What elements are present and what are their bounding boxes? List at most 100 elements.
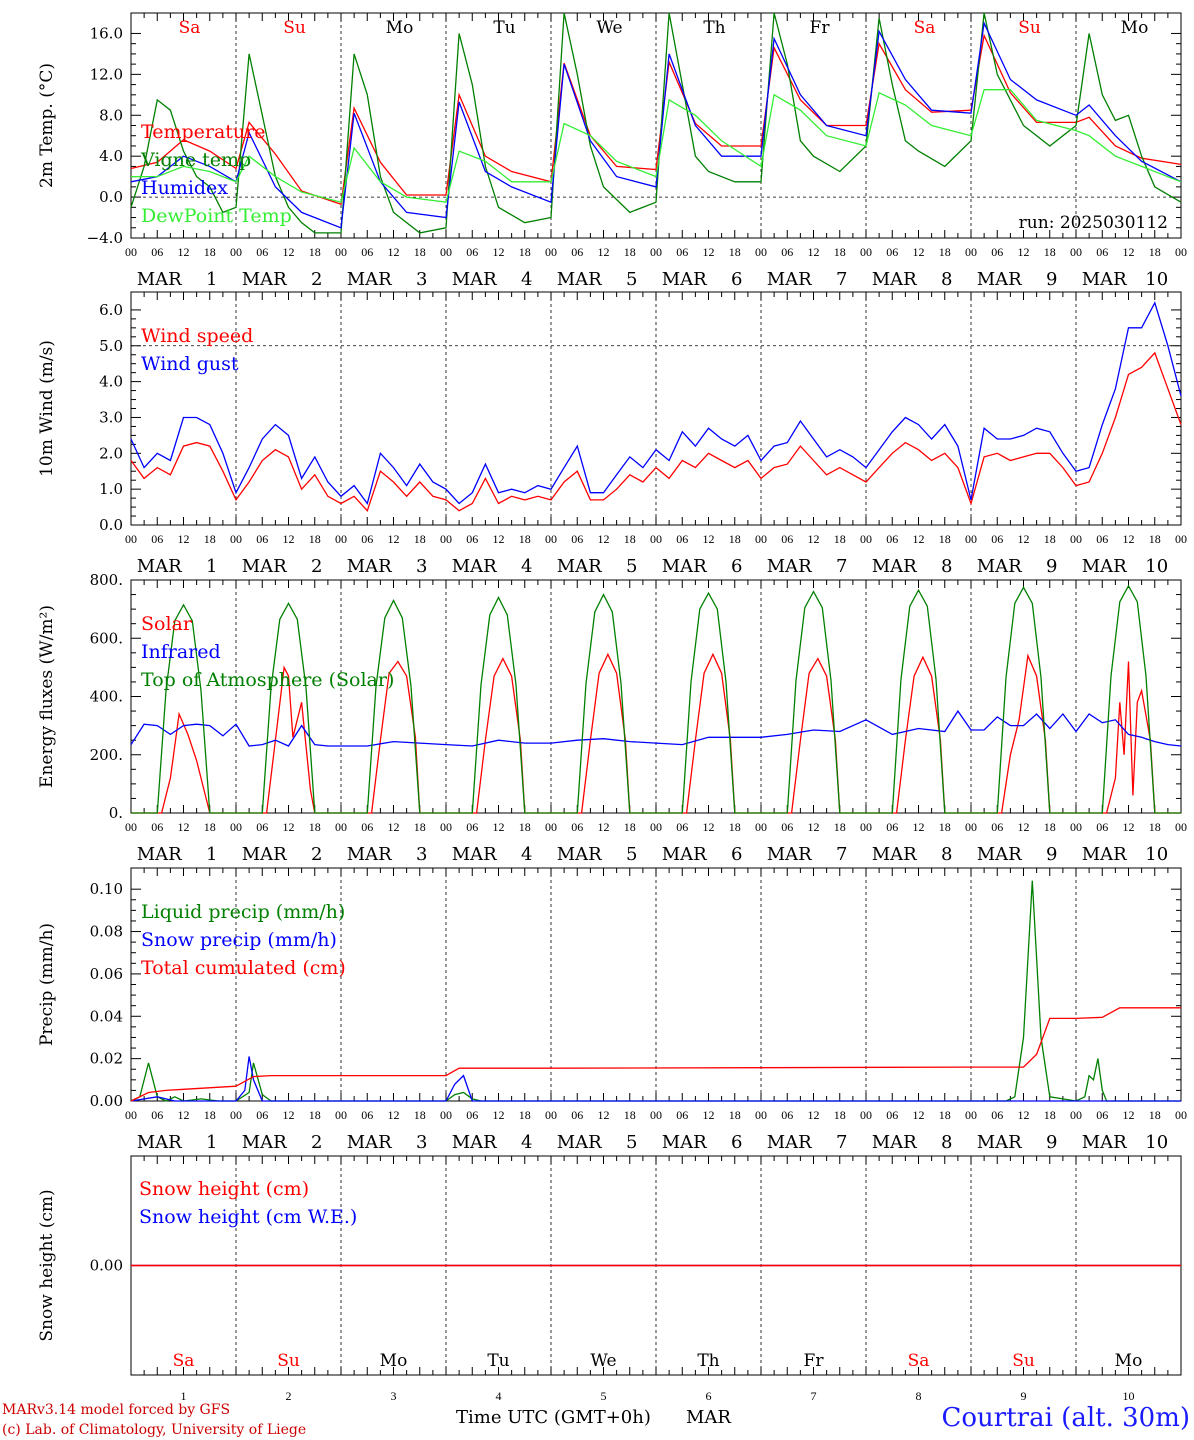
month-label: MAR — [557, 269, 602, 290]
y-tick-label: 8.0 — [99, 106, 123, 124]
month-label: MAR — [137, 844, 182, 865]
day-of-week-label: We — [590, 1351, 616, 1371]
day-number-label: 10 — [1123, 1389, 1135, 1403]
hour-tick-label: 00 — [125, 532, 137, 546]
hour-tick-label: 00 — [755, 532, 767, 546]
day-number-label: 9 — [1046, 844, 1057, 865]
precip-panel: 0.00 0.02 0.04 0.06 0.08 0.10 Precip (mm/h) Liq… — [37, 867, 1187, 1153]
y-tick-label: 5.0 — [99, 337, 123, 355]
hour-tick-label: 00 — [1175, 245, 1187, 259]
day-number-label: 4 — [496, 1389, 502, 1403]
month-label: MAR — [452, 844, 497, 865]
hour-tick-label: 06 — [886, 532, 898, 546]
y-tick-label: 12.0 — [90, 65, 123, 83]
hour-tick-label: 00 — [125, 1108, 137, 1122]
hour-tick-label: 06 — [571, 1108, 583, 1122]
hour-tick-label: 18 — [204, 820, 216, 834]
series-line-red — [130, 33, 1182, 206]
hour-tick-label: 00 — [440, 532, 452, 546]
y-tick-label: 200. — [90, 746, 123, 764]
hour-tick-label: 18 — [414, 820, 426, 834]
day-of-week-label: We — [596, 18, 622, 38]
hour-tick-label: 00 — [230, 820, 242, 834]
month-label: MAR — [767, 269, 812, 290]
temperature-panel: −4.0 0.0 4.0 8.0 12.0 16.0 2m Temp. (°C) Temper… — [37, 12, 1187, 290]
hour-tick-label: 06 — [676, 1108, 688, 1122]
hour-tick-label: 06 — [676, 245, 688, 259]
series-line-green — [130, 12, 1182, 234]
hour-tick-label: 00 — [545, 245, 557, 259]
legend-entry: Temperature — [141, 121, 265, 143]
day-number-label: 2 — [311, 1132, 322, 1153]
hour-tick-label: 18 — [939, 820, 951, 834]
hour-tick-label: 12 — [388, 532, 400, 546]
y-tick-label: 400. — [90, 688, 123, 706]
hour-tick-label: 06 — [676, 532, 688, 546]
hour-tick-label: 12 — [1123, 245, 1135, 259]
day-of-week-label: Tu — [493, 18, 515, 38]
day-of-week-label: Fr — [804, 1351, 825, 1371]
hour-tick-label: 18 — [834, 1108, 846, 1122]
hour-tick-label: 06 — [256, 820, 268, 834]
hour-tick-label: 12 — [1123, 820, 1135, 834]
hour-tick-label: 18 — [1044, 532, 1056, 546]
month-label: MAR — [347, 269, 392, 290]
hour-tick-label: 18 — [729, 1108, 741, 1122]
run-label: run: 2025030112 — [1019, 213, 1168, 233]
hour-tick-label: 00 — [440, 1108, 452, 1122]
day-of-week-label: Mo — [1121, 18, 1149, 38]
day-number-label: 3 — [416, 269, 427, 290]
hour-tick-label: 00 — [440, 245, 452, 259]
hour-tick-label: 12 — [283, 532, 295, 546]
day-number-label: 10 — [1145, 844, 1168, 865]
hour-tick-label: 18 — [204, 532, 216, 546]
hour-tick-label: 18 — [204, 245, 216, 259]
series-line-red — [130, 351, 1182, 512]
hour-tick-label: 12 — [388, 1108, 400, 1122]
y-tick-label: 4.0 — [99, 373, 123, 391]
model-credit: MARv3.14 model forced by GFS — [2, 1402, 230, 1418]
hour-tick-label: 18 — [729, 820, 741, 834]
hour-tick-label: 06 — [991, 532, 1003, 546]
hour-tick-label: 18 — [414, 1108, 426, 1122]
hour-tick-label: 12 — [1018, 1108, 1030, 1122]
hour-tick-label: 00 — [1175, 1108, 1187, 1122]
day-number-label: 4 — [521, 844, 532, 865]
hour-tick-label: 18 — [624, 532, 636, 546]
hour-tick-label: 12 — [283, 1108, 295, 1122]
hour-tick-label: 18 — [1044, 1108, 1056, 1122]
hour-tick-label: 06 — [151, 1108, 163, 1122]
series-line-blue — [130, 1056, 1181, 1102]
hour-tick-label: 18 — [204, 1108, 216, 1122]
hour-tick-label: 18 — [309, 532, 321, 546]
day-of-week-label: Mo — [386, 18, 414, 38]
hour-tick-label: 06 — [151, 820, 163, 834]
hour-tick-label: 12 — [913, 1108, 925, 1122]
hour-tick-label: 00 — [965, 245, 977, 259]
y-tick-label: 3.0 — [99, 408, 123, 426]
hour-tick-label: 06 — [256, 532, 268, 546]
hour-tick-label: 18 — [729, 245, 741, 259]
series-line-green — [131, 584, 1181, 814]
x-axis-month: MAR — [686, 1407, 731, 1428]
y-axis-label: Energy fluxes (W/m²) — [37, 605, 57, 788]
day-number-label: 6 — [706, 1389, 712, 1403]
hour-tick-label: 06 — [361, 532, 373, 546]
day-number-label: 9 — [1046, 556, 1057, 577]
hour-tick-label: 18 — [309, 1108, 321, 1122]
hour-tick-label: 00 — [335, 1108, 347, 1122]
hour-tick-label: 12 — [1123, 532, 1135, 546]
hour-tick-label: 06 — [1096, 1108, 1108, 1122]
day-number-label: 8 — [941, 844, 952, 865]
hour-tick-label: 00 — [650, 532, 662, 546]
hour-tick-label: 18 — [309, 820, 321, 834]
month-label: MAR — [662, 556, 707, 577]
hour-tick-label: 12 — [493, 245, 505, 259]
hour-tick-label: 00 — [965, 532, 977, 546]
hour-tick-label: 00 — [1070, 532, 1082, 546]
snow-height-panel: 0.00 Snow height (cm) Snow height (cm) Snow… — [37, 1155, 1182, 1403]
hour-tick-label: 12 — [913, 820, 925, 834]
hour-tick-label: 00 — [545, 820, 557, 834]
hour-tick-label: 12 — [913, 245, 925, 259]
